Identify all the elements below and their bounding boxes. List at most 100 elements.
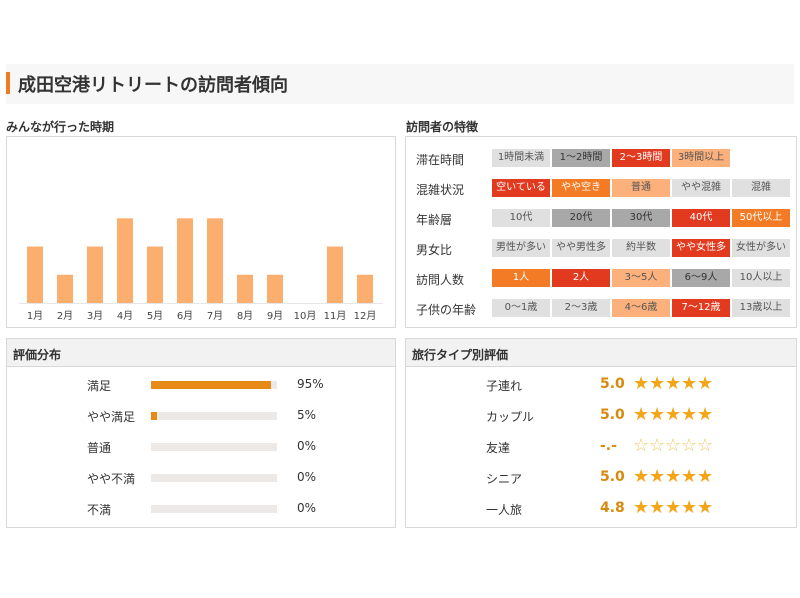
feature-cell: 女性が多い [732, 239, 790, 257]
star-rating: ★★★★★ [633, 405, 713, 425]
month-label: 12月 [354, 310, 377, 322]
month-label: 6月 [177, 310, 193, 322]
star-filled-icon: ★ [697, 497, 714, 518]
feature-cell: やや混雑 [672, 179, 730, 197]
star-filled-icon: ★ [649, 404, 666, 425]
visit-period-chart-panel: 1月 2月 3月 4月 5月 6月 7月 8月 9月 10月 11月 12月 [6, 136, 396, 328]
rating-percent: 0% [297, 470, 317, 484]
rating-bar-track [151, 474, 277, 482]
features-heading: 訪問者の特徴 [406, 120, 479, 134]
feature-row: 男女比 男性が多い やや男性多 約半数 やや女性多 女性が多い [416, 239, 796, 259]
star-filled-icon: ★ [681, 373, 698, 394]
trip-type-row: カップル 5.0 ★★★★★ [406, 405, 796, 427]
feature-cell: 4〜6歳 [612, 299, 670, 317]
rating-label: 普通 [87, 441, 112, 455]
bar-9 [267, 274, 283, 303]
feature-cell: 3時間以上 [672, 149, 730, 167]
bar-8 [237, 274, 253, 303]
star-rating: ★★★★★ [633, 374, 713, 394]
feature-cell: やや空き [552, 179, 610, 197]
star-filled-icon: ★ [665, 404, 682, 425]
feature-cells: 1時間未満 1〜2時間 2〜3時間 3時間以上 [492, 149, 730, 167]
trip-type-heading: 旅行タイプ別評価 [412, 348, 509, 362]
bar-1 [27, 246, 43, 303]
month-label: 7月 [207, 310, 223, 322]
star-filled-icon: ★ [665, 373, 682, 394]
trip-type-score: 4.8 [600, 500, 625, 516]
month-label: 10月 [294, 310, 317, 322]
feature-cell: 50代以上 [732, 209, 790, 227]
feature-cell: 2〜3時間 [612, 149, 670, 167]
feature-label: 男女比 [416, 243, 453, 257]
trip-type-row: シニア 5.0 ★★★★★ [406, 467, 796, 489]
star-filled-icon: ★ [665, 497, 682, 518]
star-filled-icon: ★ [697, 373, 714, 394]
rating-distribution-panel: 評価分布 満足 95% やや満足 5% 普通 0% やや不満 0% 不満 0% [6, 338, 396, 528]
rating-label: やや満足 [87, 410, 136, 424]
feature-cell: やや男性多 [552, 239, 610, 257]
month-label: 5月 [147, 310, 163, 322]
features-panel: 滞在時間 1時間未満 1〜2時間 2〜3時間 3時間以上混雑状況 空いている やや空き 普通や… [405, 136, 797, 328]
feature-cell: 1時間未満 [492, 149, 550, 167]
star-filled-icon: ★ [649, 497, 666, 518]
star-filled-icon: ★ [633, 373, 650, 394]
bar-2 [57, 274, 73, 303]
feature-cell: 0〜1歳 [492, 299, 550, 317]
trip-type-header: 旅行タイプ別評価 [406, 339, 796, 367]
star-empty-icon: ☆ [649, 435, 666, 456]
feature-cell: 2〜3歳 [552, 299, 610, 317]
trip-type-label: 友達 [486, 441, 511, 455]
trip-type-score: 5.0 [600, 376, 625, 392]
feature-cells: 0〜1歳 2〜3歳 4〜6歳 7〜12歳 13歳以上 [492, 299, 790, 317]
trip-type-row: 一人旅 4.8 ★★★★★ [406, 498, 796, 520]
trip-type-score: 5.0 [600, 407, 625, 423]
trip-type-label: 子連れ [486, 379, 523, 393]
rating-percent: 0% [297, 501, 317, 515]
star-empty-icon: ☆ [681, 435, 698, 456]
star-empty-icon: ☆ [665, 435, 682, 456]
title-accent-bar [6, 72, 10, 94]
feature-cell: 普通 [612, 179, 670, 197]
month-label: 2月 [57, 310, 73, 322]
star-rating: ★★★★★ [633, 467, 713, 487]
feature-cells: 10代 20代 30代 40代 50代以上 [492, 209, 790, 227]
feature-cell: 20代 [552, 209, 610, 227]
star-filled-icon: ★ [681, 466, 698, 487]
trip-type-row: 友達 -.- ☆☆☆☆☆ [406, 436, 796, 458]
feature-cell: やや女性多 [672, 239, 730, 257]
feature-cell: 空いている [492, 179, 550, 197]
rating-row: 満足 95% [7, 375, 397, 395]
feature-label: 子供の年齢 [416, 303, 477, 317]
rating-label: 満足 [87, 379, 112, 393]
feature-row: 年齢層 10代 20代 30代 40代 50代以上 [416, 209, 796, 229]
title-background [6, 64, 794, 104]
rating-percent: 95% [297, 377, 324, 391]
rating-distribution-header: 評価分布 [7, 339, 395, 367]
star-filled-icon: ★ [633, 466, 650, 487]
feature-cell: 1人 [492, 269, 550, 287]
star-empty-icon: ☆ [633, 435, 650, 456]
rating-row: 不満 0% [7, 499, 397, 519]
feature-cell: 30代 [612, 209, 670, 227]
bar-7 [207, 218, 223, 303]
rating-bar-track [151, 412, 277, 420]
feature-label: 滞在時間 [416, 153, 465, 167]
bar-6 [177, 218, 193, 303]
trip-type-score: -.- [600, 438, 617, 454]
trip-type-label: 一人旅 [486, 503, 523, 517]
feature-cell: 7〜12歳 [672, 299, 730, 317]
month-label: 3月 [87, 310, 103, 322]
visit-period-heading: みんなが行った時期 [6, 120, 115, 134]
rating-row: やや満足 5% [7, 406, 397, 426]
rating-bar-track [151, 505, 277, 513]
visit-period-chart: 1月 2月 3月 4月 5月 6月 7月 8月 9月 10月 11月 12月 [19, 218, 383, 322]
month-label: 8月 [237, 310, 253, 322]
month-label: 9月 [267, 310, 283, 322]
feature-cell: 男性が多い [492, 239, 550, 257]
star-filled-icon: ★ [681, 497, 698, 518]
trip-type-label: カップル [486, 410, 535, 424]
star-filled-icon: ★ [649, 466, 666, 487]
feature-row: 混雑状況 空いている やや空き 普通 やや混雑 混雑 [416, 179, 796, 199]
star-filled-icon: ★ [697, 466, 714, 487]
rating-percent: 0% [297, 439, 317, 453]
